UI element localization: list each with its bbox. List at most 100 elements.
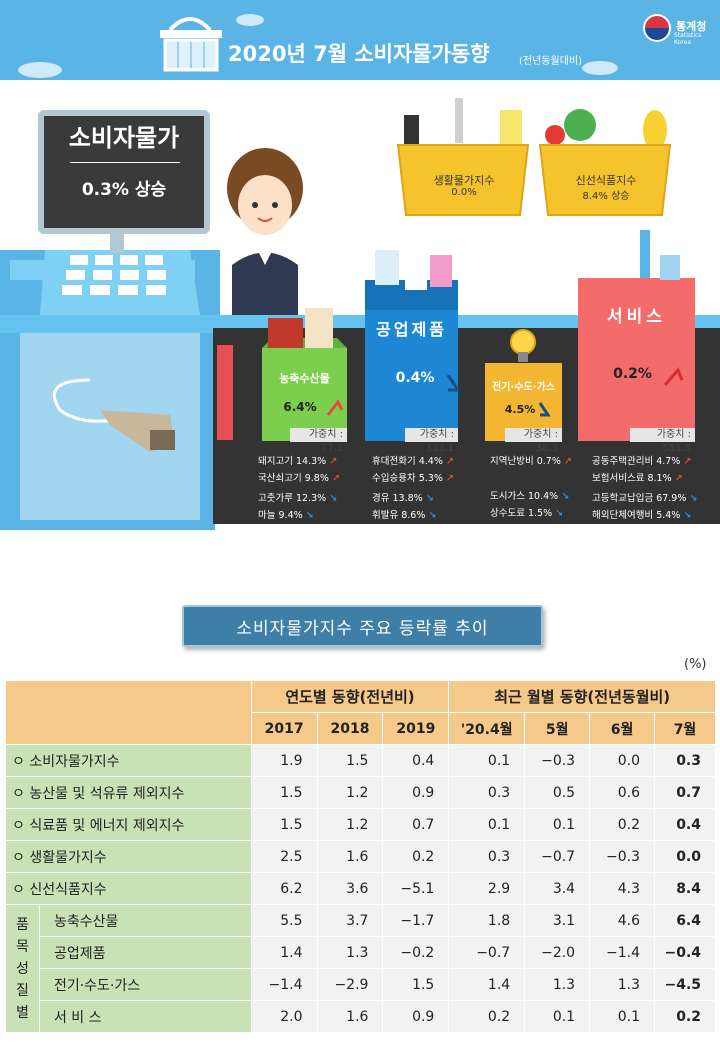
agri-bar: [262, 348, 347, 441]
service-bar: [578, 278, 695, 441]
cell: −4.5: [654, 968, 716, 1001]
utility-name: 전기·수도·가스: [492, 382, 555, 393]
side-group-label: 품목성질별: [5, 904, 40, 1033]
cell: 1.4: [448, 968, 526, 1001]
cell: 0.2: [654, 1000, 716, 1033]
item: 휴대전화기 4.4% ↗: [372, 456, 454, 467]
arrow-up-icon: [663, 367, 684, 386]
cell: 1.2: [316, 776, 384, 809]
item: 지역난방비 0.7% ↗: [490, 456, 572, 467]
table-row: ㅇ 생활물가지수 2.5 1.6 0.2 0.3 −0.7 −0.3 0.0: [5, 840, 716, 873]
cell: 3.7: [316, 904, 384, 937]
page-title: 2020년 7월 소비자물가동향: [228, 42, 490, 66]
table-row: 서 비 스 2.0 1.6 0.9 0.2 0.1 0.1 0.2: [6, 1000, 716, 1033]
row-label: 농축수산물: [38, 904, 252, 937]
header-corner: [5, 680, 252, 745]
basket-right-icon: [538, 109, 672, 216]
industrial-weight: 가중치 : 333.1: [405, 428, 458, 454]
cashier-icon: [227, 148, 303, 315]
logo-subtitle: Statistics Korea: [674, 32, 702, 46]
arrow-up-icon: [326, 399, 344, 416]
cell: 3.6: [316, 872, 384, 905]
cell: 4.3: [589, 872, 655, 905]
service-name: 서비스: [607, 307, 666, 327]
display-divider: [70, 162, 180, 163]
cell: 1.8: [448, 904, 526, 937]
basket-icon: [160, 17, 222, 72]
cell: 0.3: [448, 776, 526, 809]
cell: 2.0: [250, 1000, 318, 1033]
cell: 1.2: [316, 808, 384, 841]
item: 돼지고기 14.3% ↗: [258, 456, 338, 467]
cell: 0.2: [382, 840, 450, 873]
row-label: 전기·수도·가스: [38, 968, 252, 1001]
cell: −0.2: [382, 936, 450, 969]
table-header-row: 연도별 동향(전년비) 최근 월별 동향(전년동월비): [5, 680, 716, 745]
cell: 1.4: [250, 936, 318, 969]
cell: −1.4: [250, 968, 318, 1001]
column-header: 5월: [524, 712, 591, 745]
cloud-icon: [18, 62, 62, 78]
row-label: ㅇ 소비자물가지수: [5, 744, 252, 777]
table-row: ㅇ 소비자물가지수 1.9 1.5 0.4 0.1 −0.3 0.0 0.3: [5, 744, 716, 777]
display-value: 0.3% 상승: [81, 180, 167, 200]
lightbulb-icon: [510, 329, 536, 362]
cell: 1.5: [316, 744, 384, 777]
cloud-icon: [582, 61, 618, 75]
cell: −0.3: [524, 744, 591, 777]
cell: 4.6: [589, 904, 655, 937]
cell: 1.5: [250, 776, 318, 809]
logo-name: 통계청: [676, 20, 707, 33]
display-title: 소비자물가: [68, 124, 180, 152]
column-header: '20.4월: [448, 712, 526, 745]
cell: 3.4: [524, 872, 591, 905]
cell: −5.1: [382, 872, 450, 905]
cpi-table: 연도별 동향(전년비) 최근 월별 동향(전년동월비) 2017 2018 20…: [5, 680, 716, 1033]
row-label: ㅇ 생활물가지수: [5, 840, 252, 873]
cell: 6.2: [250, 872, 318, 905]
cell: 0.3: [654, 744, 716, 777]
cell: 0.4: [382, 744, 450, 777]
item: 마늘 9.4% ↘: [258, 510, 314, 521]
cell: 1.6: [316, 1000, 384, 1033]
cell: 1.5: [382, 968, 450, 1001]
service-items: 공동주택관리비 4.7% ↗ 보험서비스료 8.1% ↗ 고등학교납입금 67.…: [592, 453, 697, 521]
cell: 5.5: [250, 904, 318, 937]
item: 보험서비스료 8.1% ↗: [592, 473, 683, 484]
cell: 0.0: [589, 744, 655, 777]
cell: 1.3: [524, 968, 591, 1001]
cell: −0.7: [524, 840, 591, 873]
section-banner: [182, 605, 543, 647]
basket-left-name: 생활물가지수: [433, 174, 495, 187]
cell: 1.9: [250, 744, 318, 777]
cell: −2.0: [524, 936, 591, 969]
table-row: ㅇ 식료품 및 에너지 제외지수 1.5 1.2 0.7 0.1 0.1 0.2…: [5, 808, 716, 841]
keypad-base: [40, 250, 200, 315]
cell: 0.1: [589, 1000, 655, 1033]
item: 수입승용차 5.3% ↗: [372, 473, 454, 484]
item: 경유 13.8% ↘: [372, 493, 434, 504]
item: 고춧가루 12.3% ↘: [258, 493, 338, 504]
row-label: 서 비 스: [38, 1000, 252, 1033]
table-row: ㅇ 신선식품지수 6.2 3.6 −5.1 2.9 3.4 4.3 8.4: [5, 872, 716, 905]
cell: 0.1: [448, 808, 526, 841]
service-icons: [603, 230, 680, 280]
industrial-value: 0.4%: [395, 370, 435, 386]
item: 도시가스 10.4% ↘: [490, 491, 570, 502]
milk-detergent-icon: [375, 250, 452, 290]
cell: 0.9: [382, 1000, 450, 1033]
agri-items: 돼지고기 14.3% ↗ 국산쇠고기 9.8% ↗ 고춧가루 12.3% ↘ 마…: [258, 453, 340, 521]
cell: 0.1: [524, 1000, 591, 1033]
column-header: 7월: [654, 712, 716, 745]
row-label: ㅇ 농산물 및 석유류 제외지수: [5, 776, 252, 809]
cell: 8.4: [654, 872, 716, 905]
cell: 0.1: [448, 744, 526, 777]
basket-left-value: 0.0%: [451, 187, 477, 198]
cell: −0.4: [654, 936, 716, 969]
cell: 3.1: [524, 904, 591, 937]
cell: −0.7: [448, 936, 526, 969]
cell: 1.3: [316, 936, 384, 969]
cell: 1.6: [316, 840, 384, 873]
cell: 0.2: [448, 1000, 526, 1033]
utility-weight: 가중치 : 38.3: [505, 428, 562, 454]
